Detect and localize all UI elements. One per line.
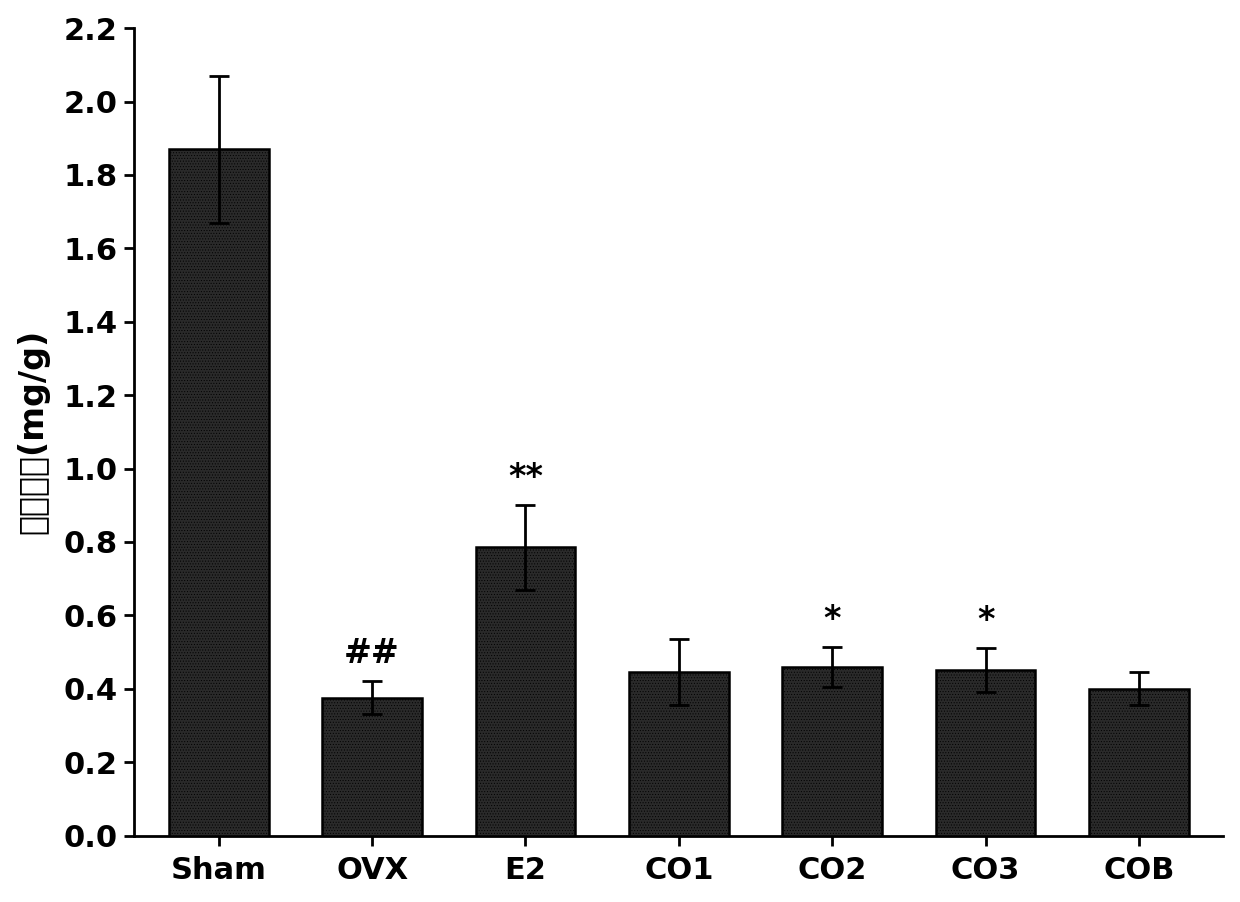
Bar — [782, 667, 882, 835]
Text: **: ** — [508, 461, 543, 494]
Bar — [1089, 689, 1189, 835]
Bar — [936, 670, 1035, 835]
Bar — [629, 672, 729, 835]
Y-axis label: 子宫系数(mg/g): 子宫系数(mg/g) — [16, 329, 50, 535]
Text: ##: ## — [345, 638, 401, 670]
Text: *: * — [823, 603, 841, 636]
Text: *: * — [977, 604, 994, 638]
Bar — [169, 149, 269, 835]
Bar — [476, 548, 575, 835]
Bar — [322, 698, 422, 835]
